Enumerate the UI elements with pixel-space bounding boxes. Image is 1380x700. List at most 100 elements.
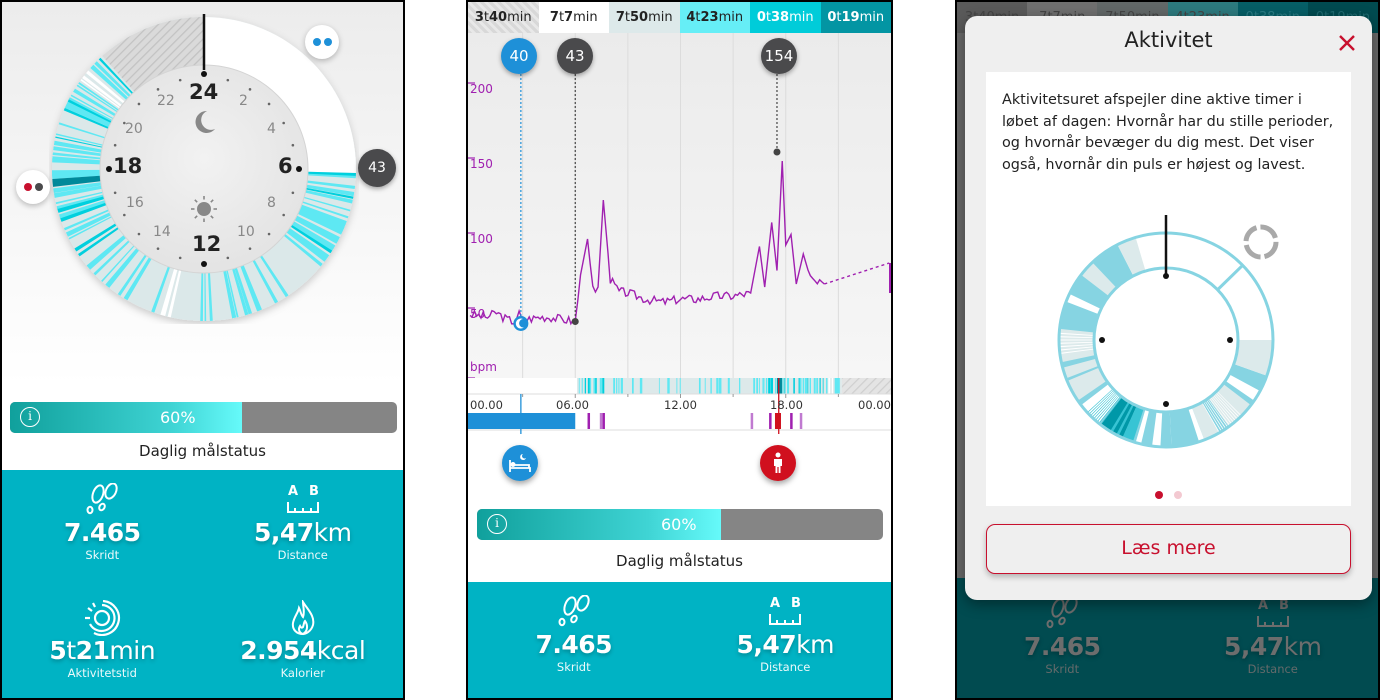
svg-text:A: A: [770, 596, 780, 611]
page-indicator: [986, 491, 1351, 499]
x-tick-2400: 00.00: [858, 398, 891, 412]
bg-steps-label: Skridt: [1045, 662, 1080, 676]
hour-label-10: 10: [237, 224, 255, 240]
dialog-description: Aktivitetsuret afspejler dine aktive tim…: [1002, 92, 1334, 173]
bg-stat-distance: A B 5,47km Distance: [1168, 596, 1379, 676]
steps-label: Skridt: [556, 660, 591, 674]
close-icon[interactable]: [1336, 32, 1358, 54]
x-tick-0600: 06.00: [556, 398, 589, 412]
spinner-icon: [1243, 224, 1279, 260]
activity-hours-sep: t: [66, 636, 76, 665]
page-dot-2[interactable]: [1174, 491, 1182, 499]
hour-label-14: 14: [153, 224, 171, 240]
stat-calories[interactable]: 2.954kcal Kalorier: [203, 600, 404, 680]
distance-value: 5,47: [253, 518, 314, 547]
x-tick-1800: 18.00: [770, 398, 803, 412]
goal-label: Daglig målstatus: [616, 552, 743, 570]
calories-value: 2.954: [240, 636, 317, 665]
y-tick-150: 150: [470, 157, 493, 171]
y-unit-label: bpm: [470, 360, 497, 374]
stat-activity-time[interactable]: 5t21min Aktivitetstid: [2, 600, 203, 680]
distance-icon: A B: [1168, 596, 1379, 632]
activity-info-dialog: Aktivitet Aktivitetsuret afspejler dine …: [965, 16, 1372, 600]
sleep-button[interactable]: [502, 445, 538, 481]
sleep-dot-1: [312, 38, 321, 46]
heart-rate-marker[interactable]: 43: [358, 149, 396, 187]
bg-distance-label: Distance: [1247, 662, 1298, 676]
tab-intense[interactable]: 0t19min: [820, 2, 891, 33]
person-icon: [774, 452, 782, 473]
bg-distance-unit: km: [1283, 632, 1322, 661]
read-more-button[interactable]: Læs mere: [986, 524, 1351, 574]
tab-light[interactable]: 4t23min: [679, 2, 750, 33]
activity-info-screen: 3t40min 7t7min 7t50min 4t23min 0t38min 0…: [955, 0, 1380, 700]
goal-percent: 60%: [661, 515, 697, 534]
activity-button[interactable]: [760, 445, 796, 481]
info-icon[interactable]: i: [20, 407, 40, 427]
activity-clock[interactable]: 24 6 12 18 2 4 8 10 14 16 20 22: [49, 14, 359, 324]
max-hr-pin[interactable]: 154: [761, 38, 797, 74]
tab-moderate[interactable]: 0t38min: [750, 2, 821, 33]
hour-label-2: 2: [239, 93, 248, 109]
calories-label: Kalorier: [280, 666, 325, 680]
svg-text:A: A: [288, 484, 298, 499]
hour-label-16: 16: [126, 195, 144, 211]
stat-steps[interactable]: 7.465 Skridt: [468, 594, 680, 674]
footprints-icon: [2, 482, 203, 518]
activity-dot-red: [23, 183, 32, 191]
activity-dot-dark: [34, 183, 43, 191]
sun-icon: [191, 196, 217, 222]
hour-label-24: 24: [189, 80, 219, 104]
hour-label-20: 20: [125, 121, 143, 137]
stat-steps[interactable]: 7.465 Skridt: [2, 482, 203, 562]
distance-icon: A B: [680, 594, 892, 630]
activity-level-tabs: 3t40min 7t7min 7t50min 4t23min 0t38min 0…: [468, 2, 891, 33]
distance-label: Distance: [760, 660, 811, 674]
hour-label-22: 22: [157, 93, 175, 109]
x-tick-1200: 12.00: [664, 398, 697, 412]
y-tick-100: 100: [470, 232, 493, 246]
sleep-dot-2: [323, 38, 332, 46]
tab-no-data[interactable]: 3t40min: [468, 2, 539, 33]
hour-label-6: 6: [278, 154, 293, 178]
min-hr-pin[interactable]: 43: [557, 38, 593, 74]
min-sleep-hr-pin[interactable]: 40: [501, 38, 537, 74]
activity-time-icon: [2, 600, 203, 636]
dialog-title: Aktivitet: [1124, 28, 1213, 52]
daily-goal-bar[interactable]: i 60%: [10, 402, 397, 433]
moon-icon: [195, 110, 215, 133]
goal-percent: 60%: [160, 408, 196, 427]
hour-label-4: 4: [267, 121, 276, 137]
page-dot-1[interactable]: [1155, 491, 1163, 499]
tab-sleep[interactable]: 7t7min: [538, 2, 609, 33]
heart-rate-plot: [468, 33, 891, 379]
steps-value: 7.465: [63, 518, 141, 547]
activity-minutes: 21: [75, 636, 110, 665]
svg-text:B: B: [309, 484, 319, 499]
goal-progress-fill: [10, 402, 243, 433]
activity-time-label: Aktivitetstid: [67, 666, 137, 680]
activity-clock-ring: [52, 14, 356, 321]
activity-marker-bubble[interactable]: [16, 170, 50, 204]
info-icon[interactable]: i: [487, 514, 507, 534]
daily-goal-bar[interactable]: i 60%: [477, 509, 883, 540]
heart-rate-screen: 3t40min 7t7min 7t50min 4t23min 0t38min 0…: [466, 0, 893, 700]
bg-stat-steps: 7.465 Skridt: [957, 596, 1168, 676]
svg-text:B: B: [791, 596, 801, 611]
tab-sedentary[interactable]: 7t50min: [609, 2, 680, 33]
flame-icon: [203, 600, 404, 636]
x-tick-0000: 00.00: [470, 398, 503, 412]
stats-panel: 7.465 Skridt A B 5,47km Distance: [468, 582, 891, 698]
hour-label-8: 8: [267, 195, 276, 211]
distance-icon: A B: [203, 482, 404, 518]
activity-timeline[interactable]: [468, 378, 891, 434]
heart-rate-chart[interactable]: 200 150 100 50 bpm 40 43 154: [468, 33, 891, 379]
goal-label: Daglig målstatus: [139, 442, 266, 460]
stat-distance[interactable]: A B 5,47km Distance: [680, 594, 892, 674]
svg-text:A: A: [1258, 598, 1268, 613]
distance-value: 5,47: [736, 630, 797, 659]
activity-hours: 5: [49, 636, 67, 665]
y-tick-50: 50: [470, 307, 486, 321]
stat-distance[interactable]: A B 5,47km Distance: [203, 482, 404, 562]
sleep-marker-bubble[interactable]: [305, 25, 339, 59]
